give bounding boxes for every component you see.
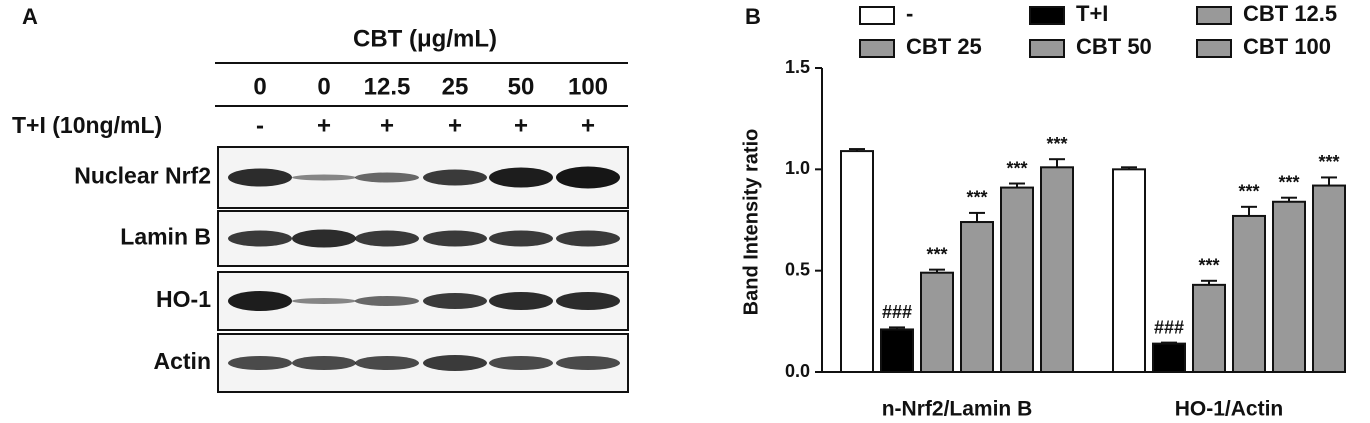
blot-band: [355, 296, 419, 306]
lane-treatment: +: [581, 112, 595, 139]
legend-swatch: [859, 39, 895, 58]
significance-label: ***: [1238, 182, 1259, 202]
lane-concentration: 0: [317, 73, 330, 100]
legend-swatch: [1029, 6, 1065, 25]
blot-band: [292, 298, 356, 304]
blot-band: [423, 293, 487, 309]
blot-band: [489, 230, 553, 247]
y-tick-label: 0.5: [785, 259, 810, 279]
blot-band: [423, 230, 487, 247]
panel-label: A: [22, 4, 38, 29]
lane-concentration: 100: [568, 73, 608, 100]
bar: [960, 221, 994, 373]
blot-row-label: HO-1: [156, 286, 211, 312]
significance-label: ###: [882, 302, 912, 322]
blot-band: [228, 230, 292, 247]
lane-concentration: 50: [508, 73, 535, 100]
significance-label: ***: [966, 188, 987, 208]
legend-swatch: [859, 6, 895, 25]
blot-band: [228, 356, 292, 370]
significance-label: ***: [1046, 134, 1067, 154]
blot-band: [556, 230, 620, 247]
blot-band: [423, 355, 487, 371]
blot-band: [292, 174, 356, 181]
legend-swatch: [1196, 6, 1232, 25]
significance-label: ***: [926, 244, 947, 264]
bar: [1040, 166, 1074, 373]
legend-label: CBT 25: [906, 34, 982, 59]
bar: [920, 271, 954, 373]
blot-row-label: Actin: [154, 348, 212, 374]
legend-swatch: [1029, 39, 1065, 58]
blot-band: [292, 356, 356, 370]
lane-concentration: 0: [253, 73, 266, 100]
bar: [840, 150, 874, 373]
bar: [1112, 168, 1146, 373]
blot-band: [489, 292, 553, 310]
blot-row-label: Nuclear Nrf2: [74, 163, 211, 189]
legend-label: CBT 12.5: [1243, 1, 1337, 26]
bar: [1192, 283, 1226, 373]
significance-label: ***: [1006, 158, 1027, 178]
blot-band: [556, 166, 620, 189]
blot-band: [228, 168, 292, 187]
lane-treatment: +: [514, 112, 528, 139]
blot-band: [556, 292, 620, 310]
blot-band: [228, 291, 292, 311]
blot-band: [489, 356, 553, 370]
lane-treatment: +: [380, 112, 394, 139]
blot-band: [489, 167, 553, 188]
legend-label: CBT 50: [1076, 34, 1152, 59]
lane-concentration: 12.5: [364, 73, 411, 100]
legend-label: CBT 100: [1243, 34, 1331, 59]
treatment-label: T+I (10ng/mL): [12, 112, 162, 138]
significance-label: ***: [1198, 256, 1219, 276]
blot-header: CBT (μg/mL): [353, 25, 497, 52]
y-axis-label: Band Intensity ratio: [740, 129, 762, 316]
blot-band: [355, 356, 419, 370]
legend-label: T+I: [1076, 1, 1108, 26]
blot-band: [556, 356, 620, 370]
bar: [1000, 186, 1034, 373]
lane-concentration: 25: [442, 73, 469, 100]
lane-treatment: -: [256, 112, 264, 139]
blot-band: [355, 230, 419, 247]
x-tick-label: HO-1/Actin: [1175, 398, 1284, 421]
significance-label: ***: [1318, 152, 1339, 172]
x-tick-label: n-Nrf2/Lamin B: [882, 398, 1033, 421]
legend-swatch: [1196, 39, 1232, 58]
blot-band: [355, 172, 419, 183]
y-tick-label: 0.0: [785, 361, 810, 381]
bar: [1272, 200, 1306, 373]
legend-label: -: [906, 1, 913, 26]
lane-treatment: +: [317, 112, 331, 139]
significance-label: ###: [1154, 317, 1184, 337]
significance-label: ***: [1278, 172, 1299, 192]
bar: [1232, 214, 1266, 373]
bar: [880, 328, 914, 374]
lane-treatment: +: [448, 112, 462, 139]
bar: [1312, 184, 1346, 373]
blot-row-label: Lamin B: [120, 224, 211, 250]
blot-band: [292, 229, 356, 248]
panel-label: B: [745, 4, 761, 29]
blot-band: [423, 169, 487, 186]
bar: [1152, 342, 1186, 374]
y-tick-label: 1.5: [785, 57, 810, 77]
y-tick-label: 1.0: [785, 158, 810, 178]
